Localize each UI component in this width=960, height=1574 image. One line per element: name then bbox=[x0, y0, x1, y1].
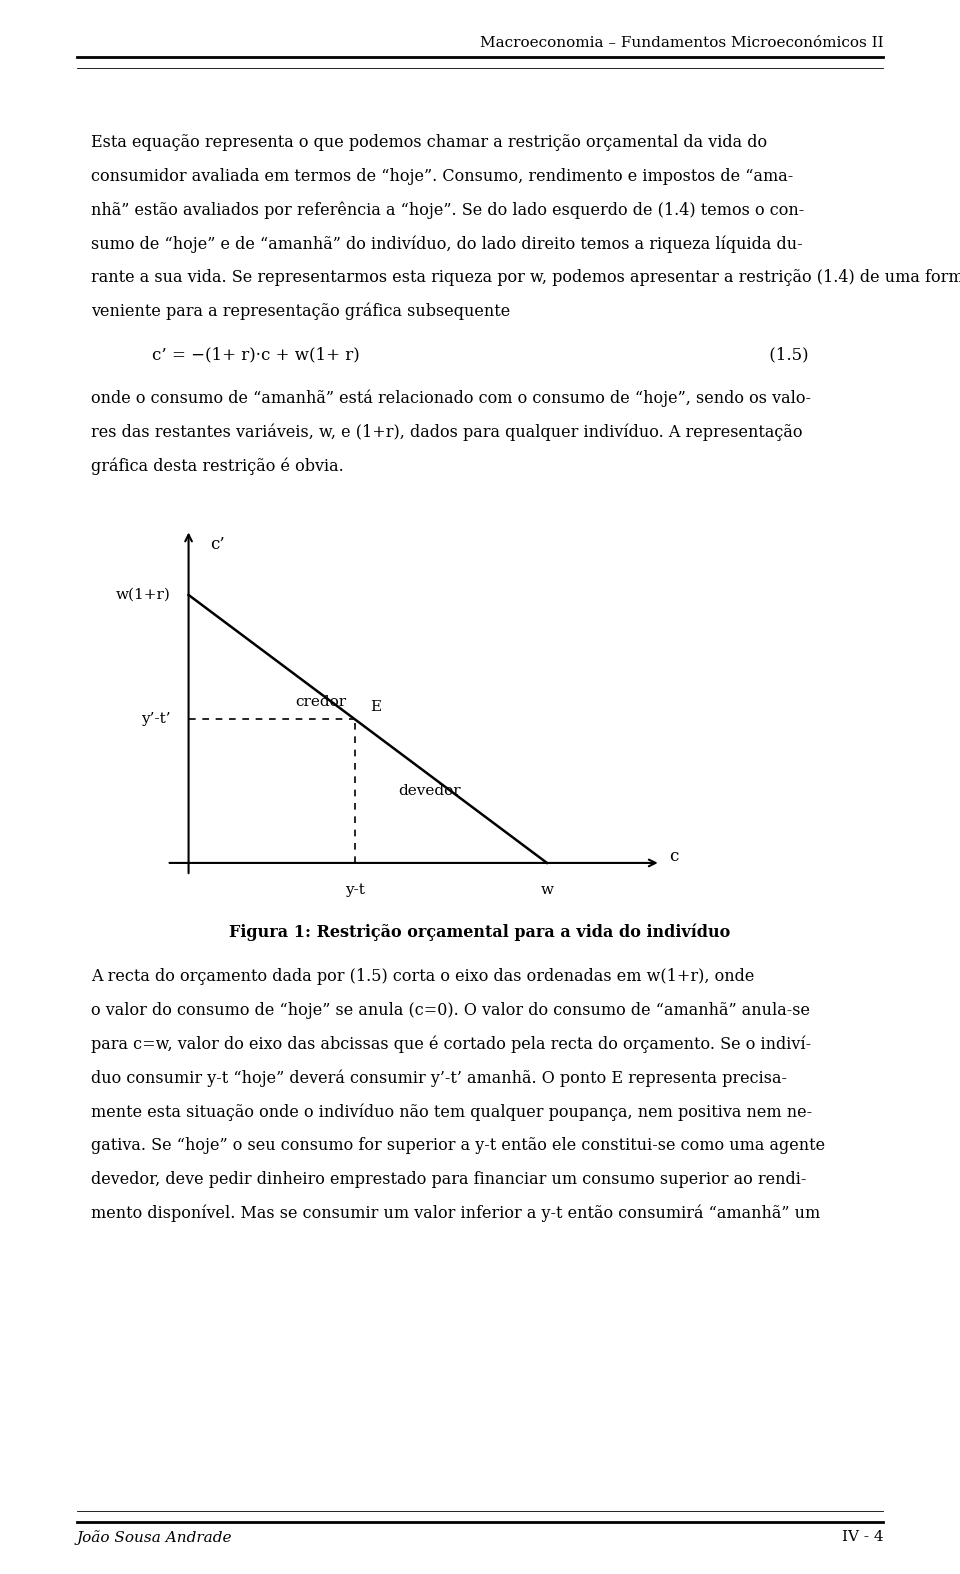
Text: mente esta situação onde o indivíduo não tem qualquer poupança, nem positiva nem: mente esta situação onde o indivíduo não… bbox=[91, 1103, 812, 1121]
Text: Macroeconomia – Fundamentos Microeconómicos II: Macroeconomia – Fundamentos Microeconómi… bbox=[480, 36, 883, 50]
Text: o valor do consumo de “hoje” se anula (c=0). O valor do consumo de “amanhã” anul: o valor do consumo de “hoje” se anula (c… bbox=[91, 1001, 810, 1018]
Text: c’: c’ bbox=[210, 537, 226, 552]
Text: mento disponível. Mas se consumir um valor inferior a y-t então consumirá “amanh: mento disponível. Mas se consumir um val… bbox=[91, 1204, 821, 1223]
Text: gativa. Se “hoje” o seu consumo for superior a y-t então ele constitui-se como u: gativa. Se “hoje” o seu consumo for supe… bbox=[91, 1136, 826, 1154]
Text: sumo de “hoje” e de “amanhã” do indivíduo, do lado direito temos a riqueza líqui: sumo de “hoje” e de “amanhã” do indivídu… bbox=[91, 235, 803, 253]
Text: credor: credor bbox=[295, 696, 346, 710]
Text: duo consumir y-t “hoje” deverá consumir y’-t’ amanhã. O ponto E representa preci: duo consumir y-t “hoje” deverá consumir … bbox=[91, 1069, 787, 1088]
Text: c’ = −(1+ r)·c + w(1+ r)                                                        : c’ = −(1+ r)·c + w(1+ r) bbox=[152, 346, 808, 364]
Text: nhã” estão avaliados por referência a “hoje”. Se do lado esquerdo de (1.4) temos: nhã” estão avaliados por referência a “h… bbox=[91, 201, 804, 219]
Text: Figura 1: Restrição orçamental para a vida do indivíduo: Figura 1: Restrição orçamental para a vi… bbox=[229, 924, 731, 941]
Text: consumidor avaliada em termos de “hoje”. Consumo, rendimento e impostos de “ama-: consumidor avaliada em termos de “hoje”.… bbox=[91, 167, 794, 184]
Text: rante a sua vida. Se representarmos esta riqueza por w, podemos apresentar a res: rante a sua vida. Se representarmos esta… bbox=[91, 269, 960, 286]
Text: w(1+r): w(1+r) bbox=[116, 589, 171, 601]
Text: para c=w, valor do eixo das abcissas que é cortado pela recta do orçamento. Se o: para c=w, valor do eixo das abcissas que… bbox=[91, 1036, 811, 1053]
Text: gráfica desta restrição é obvia.: gráfica desta restrição é obvia. bbox=[91, 456, 344, 475]
Text: João Sousa Andrade: João Sousa Andrade bbox=[77, 1530, 232, 1544]
Text: w: w bbox=[540, 883, 554, 897]
Text: veniente para a representação gráfica subsequente: veniente para a representação gráfica su… bbox=[91, 302, 511, 321]
Text: c: c bbox=[669, 848, 679, 864]
Text: A recta do orçamento dada por (1.5) corta o eixo das ordenadas em w(1+r), onde: A recta do orçamento dada por (1.5) cort… bbox=[91, 968, 755, 985]
Text: E: E bbox=[370, 700, 381, 715]
Text: devedor, deve pedir dinheiro emprestado para financiar um consumo superior ao re: devedor, deve pedir dinheiro emprestado … bbox=[91, 1171, 806, 1188]
Text: res das restantes variáveis, w, e (1+r), dados para qualquer indivíduo. A repres: res das restantes variáveis, w, e (1+r),… bbox=[91, 423, 803, 441]
Text: IV - 4: IV - 4 bbox=[842, 1530, 883, 1544]
Text: Esta equação representa o que podemos chamar a restrição orçamental da vida do: Esta equação representa o que podemos ch… bbox=[91, 134, 767, 151]
Text: onde o consumo de “amanhã” está relacionado com o consumo de “hoje”, sendo os va: onde o consumo de “amanhã” está relacion… bbox=[91, 389, 811, 408]
Text: y-t: y-t bbox=[345, 883, 365, 897]
Text: devedor: devedor bbox=[398, 784, 461, 798]
Text: y’-t’: y’-t’ bbox=[141, 711, 171, 726]
